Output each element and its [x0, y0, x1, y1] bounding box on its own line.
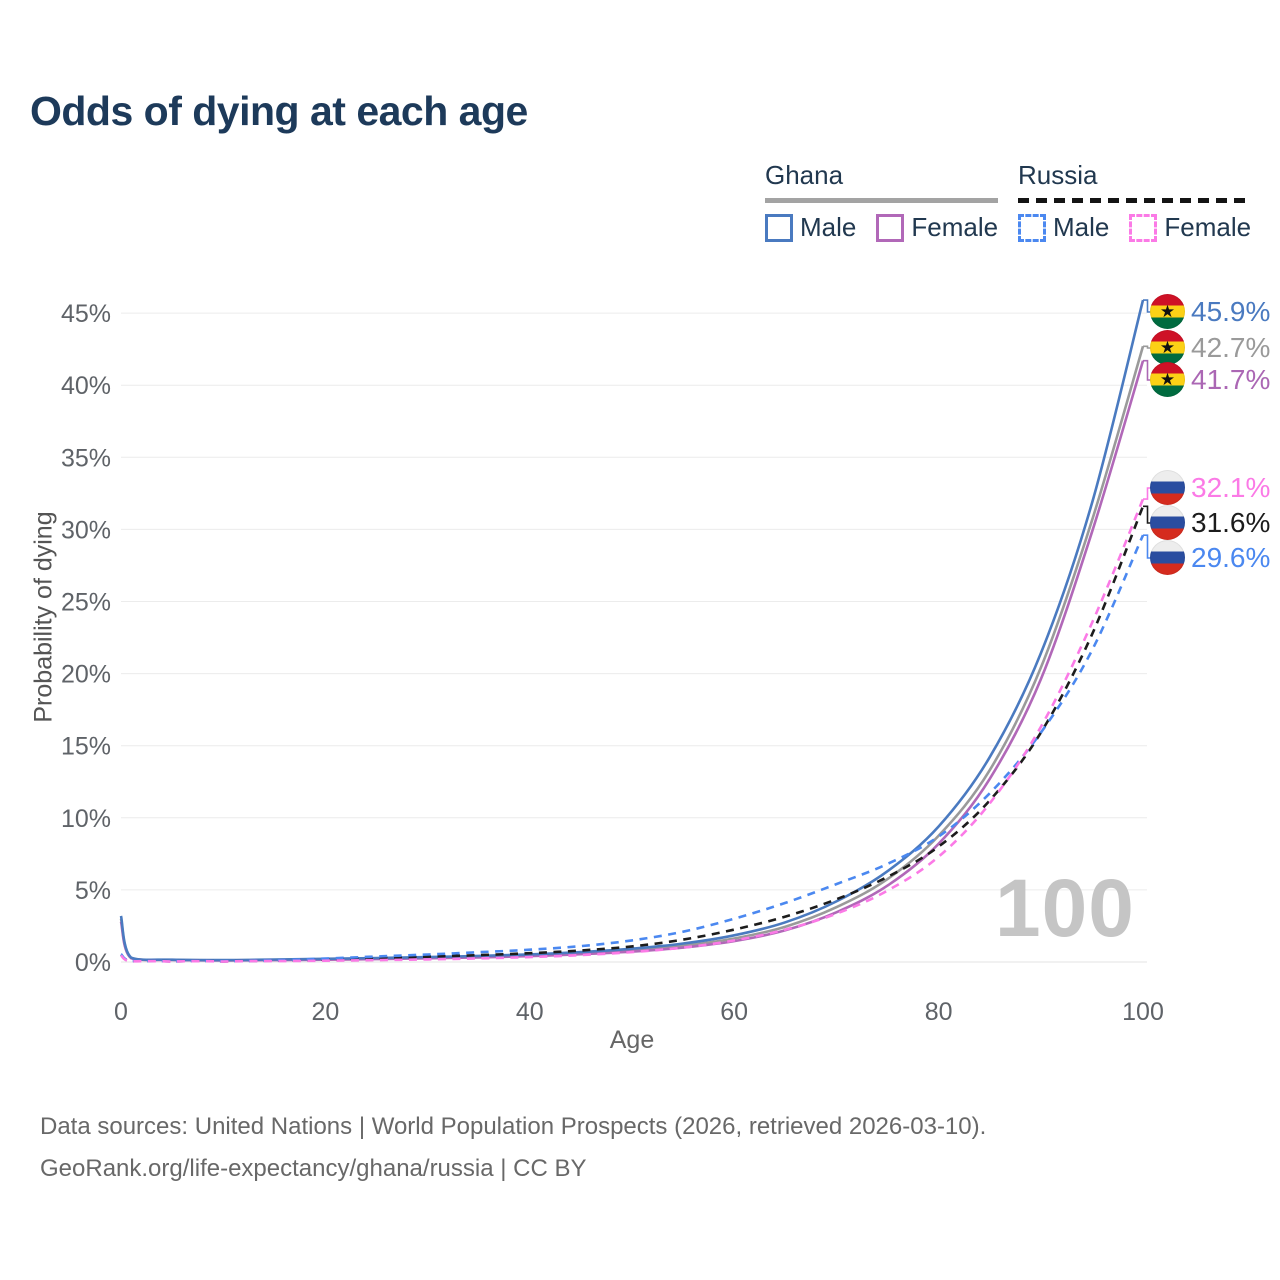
ghana-female-swatch-icon: [876, 213, 905, 242]
series-line-ghana-female: [119, 360, 1145, 962]
legend-item-ghana-male[interactable]: Male: [765, 212, 856, 243]
series-line-ghana-both-sexes: [119, 345, 1145, 962]
end-label-ghana-45.9%: ★ 45.9%: [1150, 294, 1270, 329]
ghana-male-swatch-icon: [765, 213, 793, 242]
series-line-russia-both-sexes: [120, 505, 1145, 963]
end-label-value: 42.7%: [1191, 331, 1271, 363]
black-star-icon: ★: [1159, 337, 1176, 357]
legend-item-russia-male[interactable]: Male: [1018, 212, 1109, 243]
legend-item-russia-female[interactable]: Female: [1129, 212, 1251, 243]
end-label-connector: [1143, 345, 1152, 349]
y-tick-45: 45%: [61, 300, 111, 328]
footer-line-1: Data sources: United Nations | World Pop…: [40, 1113, 987, 1140]
end-label-russia-29.6%: 29.6%: [1150, 540, 1270, 575]
legend-label-russia-male: Male: [1053, 212, 1110, 242]
end-label-value: 31.6%: [1191, 506, 1271, 538]
footer: Data sources: United Nations | World Pop…: [40, 1106, 986, 1190]
legend-group-ghana: Ghana Male Female: [765, 160, 999, 243]
end-label-connector: [1143, 505, 1152, 524]
chart-title: Odds of dying at each age: [30, 88, 528, 134]
y-tick-15: 15%: [61, 733, 111, 761]
end-label-value: 32.1%: [1191, 471, 1271, 503]
legend-country-ghana[interactable]: Ghana: [765, 160, 844, 190]
russia-female-swatch-icon: [1129, 213, 1158, 242]
x-axis-title: Age: [609, 1026, 655, 1054]
legend-label-ghana-male: Male: [800, 212, 857, 242]
y-tick-0: 0%: [75, 949, 111, 977]
footer-line-2: GeoRank.org/life-expectancy/ghana/russia…: [40, 1155, 587, 1182]
russia-flag-icon: [1150, 505, 1185, 540]
legend-label-russia-female: Female: [1164, 212, 1252, 242]
series-line-russia-male: [120, 534, 1145, 963]
age-watermark: 100: [995, 863, 1135, 954]
line-chart-plot: 0% 5% 10% 15% 20% 25% 30% 35% 40% 45% 0 20 40 60 80 100: [61, 299, 1164, 1026]
end-label-value: 45.9%: [1191, 295, 1271, 327]
y-tick-25: 25%: [61, 589, 111, 617]
ghana-flag-icon: ★: [1150, 362, 1185, 397]
y-tick-30: 30%: [61, 516, 111, 544]
black-star-icon: ★: [1159, 301, 1176, 321]
end-label-value: 29.6%: [1191, 541, 1271, 573]
legend-country-russia[interactable]: Russia: [1018, 160, 1098, 190]
black-star-icon: ★: [1159, 369, 1176, 389]
russia-male-swatch-icon: [1018, 213, 1046, 242]
russia-flag-icon: [1150, 540, 1185, 575]
end-label-russia-31.6%: 31.6%: [1150, 505, 1270, 540]
legend-group-russia: Russia Male Female: [1018, 160, 1252, 243]
series-line-ghana-male: [119, 299, 1145, 962]
x-tick-100: 100: [1122, 998, 1164, 1026]
legend-item-ghana-female[interactable]: Female: [876, 212, 998, 243]
y-tick-35: 35%: [61, 444, 111, 472]
x-tick-20: 20: [311, 998, 339, 1026]
end-label-connector: [1143, 359, 1152, 381]
end-label-connector: [1143, 534, 1152, 559]
x-tick-0: 0: [114, 998, 128, 1026]
end-label-russia-32.1%: 32.1%: [1150, 470, 1270, 505]
end-label-connector: [1143, 299, 1152, 313]
y-tick-10: 10%: [61, 805, 111, 833]
end-label-value: 41.7%: [1191, 363, 1271, 395]
x-tick-40: 40: [516, 998, 544, 1026]
ghana-solid-line-swatch: [765, 198, 999, 203]
x-tick-60: 60: [720, 998, 748, 1026]
x-tick-80: 80: [925, 998, 953, 1026]
y-tick-40: 40%: [61, 372, 111, 400]
end-label-connector: [1143, 487, 1152, 500]
ghana-flag-icon: ★: [1150, 330, 1185, 365]
russia-flag-icon: [1150, 470, 1185, 505]
russia-dashed-line-swatch: [1018, 198, 1252, 203]
y-tick-5: 5%: [75, 877, 111, 905]
y-tick-20: 20%: [61, 661, 111, 689]
legend-label-ghana-female: Female: [911, 212, 999, 242]
series-line-russia-female: [120, 498, 1145, 963]
ghana-flag-icon: ★: [1150, 294, 1185, 329]
y-axis-title: Probability of dying: [29, 511, 58, 723]
end-label-ghana-41.7%: ★ 41.7%: [1150, 362, 1270, 397]
end-label-ghana-42.7%: ★ 42.7%: [1150, 330, 1270, 365]
